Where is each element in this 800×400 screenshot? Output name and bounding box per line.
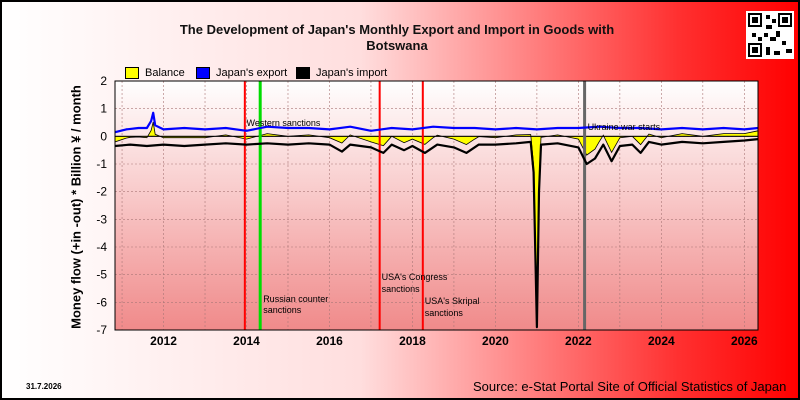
x-tick-label: 2024 <box>648 334 675 348</box>
annotation-usa-skripal-line1: USA's Skripal <box>425 296 480 306</box>
x-tick-label: 2022 <box>565 334 592 348</box>
x-tick-label: 2012 <box>150 334 177 348</box>
annotation-western-sanctions: Western sanctions <box>247 118 321 128</box>
chart-title-line1: The Development of Japan's Monthly Expor… <box>179 22 615 37</box>
legend-import: Japan's import <box>296 66 387 80</box>
y-tick-label: 2 <box>100 74 107 88</box>
x-tick-label: 2018 <box>399 334 426 348</box>
balance-area <box>114 121 759 321</box>
legend-balance: Balance <box>125 66 185 80</box>
x-tick-label: 2020 <box>482 334 509 348</box>
source-note: Source: e-Stat Portal Site of Official S… <box>473 379 787 394</box>
annotation-usa-congress-line2: sanctions <box>382 284 421 294</box>
legend-export-label: Japan's export <box>216 67 288 79</box>
annotation-ukraine-war: Ukraine war starts <box>588 122 661 132</box>
annotation-usa-congress-line1: USA's Congress <box>382 272 448 282</box>
x-tick-label: 2026 <box>731 334 758 348</box>
legend-balance-swatch <box>125 67 139 79</box>
legend-export: Japan's export <box>196 66 287 80</box>
x-tick-label: 2016 <box>316 334 343 348</box>
y-tick-label: -6 <box>96 295 107 309</box>
annotation-russian-counter-line2: sanctions <box>263 305 302 315</box>
annotation-russian-counter-line1: Russian counter <box>263 294 328 304</box>
legend-export-swatch <box>196 67 210 79</box>
y-tick-label: -5 <box>96 268 107 282</box>
y-tick-label: -1 <box>96 157 107 171</box>
y-tick-label: 1 <box>100 102 107 116</box>
import-line <box>114 138 759 329</box>
legend-import-label: Japan's import <box>316 67 388 79</box>
chart-title-line2: Botswana <box>366 38 428 53</box>
y-tick-label: 0 <box>100 129 107 143</box>
legend-import-swatch <box>296 67 310 79</box>
export-line <box>114 111 759 134</box>
plot-border <box>114 80 759 331</box>
qr-code-icon <box>746 11 794 59</box>
date-stamp: 31.7.2026 <box>26 382 62 391</box>
plot-background <box>115 81 758 330</box>
x-tick-label: 2014 <box>233 334 260 348</box>
y-tick-label: -7 <box>96 323 107 337</box>
annotation-usa-skripal-line2: sanctions <box>425 308 464 318</box>
legend-balance-label: Balance <box>145 67 185 79</box>
chart-title: The Development of Japan's Monthly Expor… <box>152 22 642 54</box>
y-tick-label: -4 <box>96 240 107 254</box>
y-tick-label: -3 <box>96 212 107 226</box>
y-tick-label: -2 <box>96 185 107 199</box>
